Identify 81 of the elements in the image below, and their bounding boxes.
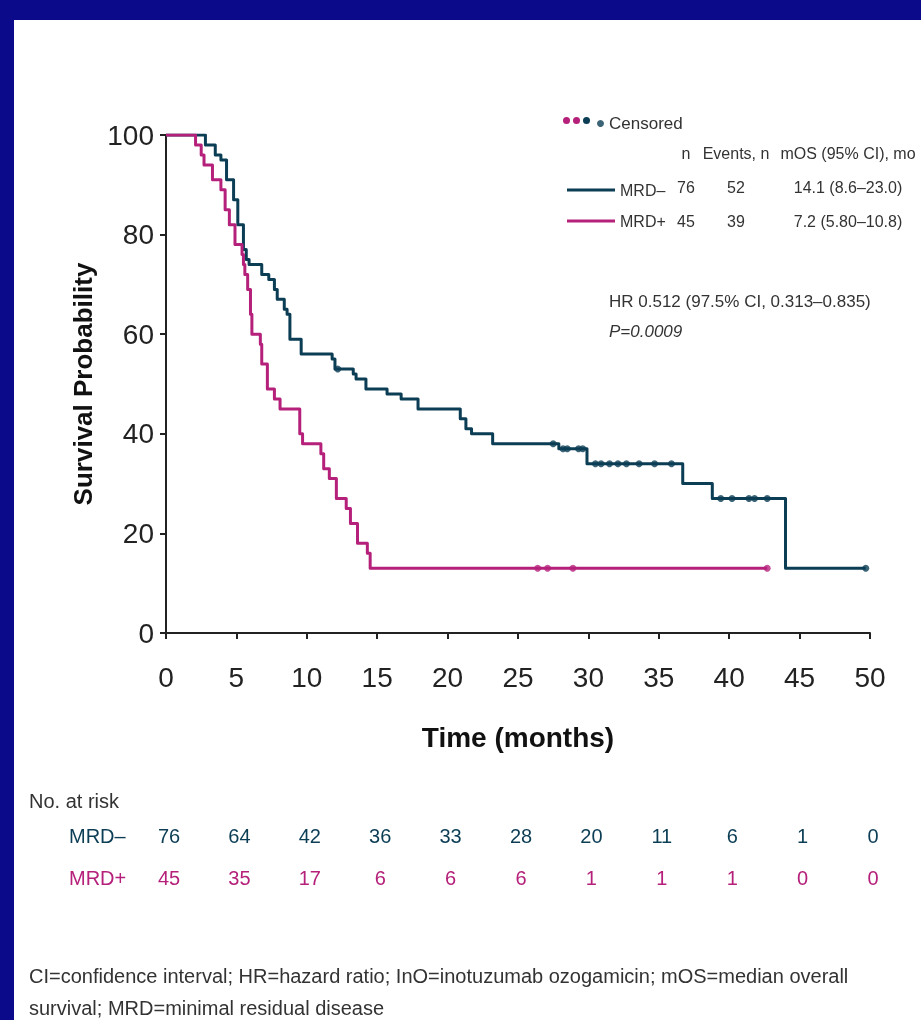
point (622, 460, 630, 468)
annotation: Events, n (702, 144, 770, 162)
annotation: mOS (95% CI), mo (780, 144, 916, 162)
point (534, 564, 542, 572)
x-tick-label: 10 (291, 661, 323, 693)
y-tick-label: 80 (122, 219, 154, 251)
text: MRD– (69, 825, 126, 847)
annotation: 7.2 (5.80–10.8) (793, 212, 903, 230)
annotation: 76 (677, 178, 695, 196)
annotation: 14.1 (8.6–23.0) (793, 178, 903, 196)
text: 0 (797, 867, 809, 889)
text: 17 (298, 867, 321, 889)
point (635, 460, 643, 468)
point (651, 460, 659, 468)
point (717, 495, 725, 503)
point (544, 564, 552, 572)
point (763, 564, 771, 572)
text: 42 (298, 825, 321, 847)
annotation: 39 (727, 212, 745, 230)
text: 6 (445, 867, 457, 889)
y-axis-title: Survival Probability (68, 262, 99, 506)
x-tick-label: 30 (572, 661, 604, 693)
y-tick-label: 20 (122, 517, 154, 549)
y-tick-label: 60 (122, 318, 154, 350)
point (763, 495, 771, 503)
annotation: HR 0.512 (97.5% CI, 0.313–0.835) (609, 291, 871, 311)
text: 6 (374, 867, 386, 889)
point (606, 460, 614, 468)
text: 1 (585, 867, 597, 889)
annotation: n (681, 144, 691, 162)
point (667, 460, 675, 468)
text: 28 (509, 825, 533, 847)
point (597, 460, 605, 468)
text: 0 (867, 867, 879, 889)
text: 76 (157, 825, 181, 847)
x-tick-label: 0 (158, 661, 174, 693)
point (579, 445, 587, 453)
x-tick-label: 5 (228, 661, 245, 693)
point (334, 365, 342, 373)
x-tick-label: 40 (713, 661, 745, 693)
text: 0 (867, 825, 879, 847)
point (563, 445, 571, 453)
x-axis-title: Time (months) (421, 721, 615, 753)
point (549, 440, 557, 448)
annotation: P=0.0009 (609, 321, 683, 341)
y-tick-label: 100 (107, 119, 154, 151)
text: 20 (580, 825, 603, 847)
point (745, 495, 753, 503)
text: CI=confidence interval; HR=hazard ratio; InO=inotuzumab ozogamicin; mOS=median overall survival; MRD=minimal residual disease (29, 965, 854, 1019)
text: 36 (369, 825, 392, 847)
x-tick-label: 50 (854, 661, 886, 693)
text: No. at risk (29, 790, 121, 812)
point (614, 460, 622, 468)
text: 33 (439, 825, 462, 847)
x-tick-label: 25 (502, 661, 534, 693)
text: 1 (656, 867, 668, 889)
text: 45 (157, 867, 181, 889)
text: 35 (228, 867, 251, 889)
text: 6 (515, 867, 527, 889)
y-tick-label: 40 (122, 418, 154, 450)
point (591, 460, 599, 468)
point (728, 495, 736, 503)
annotation: 45 (677, 212, 695, 230)
annotation: 52 (727, 178, 745, 196)
text: 64 (228, 825, 251, 847)
x-tick-label: 15 (361, 661, 393, 693)
legend-label: MRD+ (620, 212, 666, 230)
y-tick-label: 0 (138, 617, 154, 649)
point (569, 564, 577, 572)
legend-label: Censored (609, 114, 683, 133)
text: 11 (651, 825, 673, 847)
x-tick-label: 45 (784, 661, 816, 693)
text: MRD+ (69, 867, 127, 889)
text: 1 (797, 825, 809, 847)
point (862, 564, 870, 572)
x-tick-label: 35 (643, 661, 675, 693)
point (751, 495, 759, 503)
text: 1 (726, 867, 738, 889)
x-tick-label: 20 (432, 661, 464, 693)
legend-label: MRD– (620, 181, 666, 199)
text: 6 (726, 825, 738, 847)
